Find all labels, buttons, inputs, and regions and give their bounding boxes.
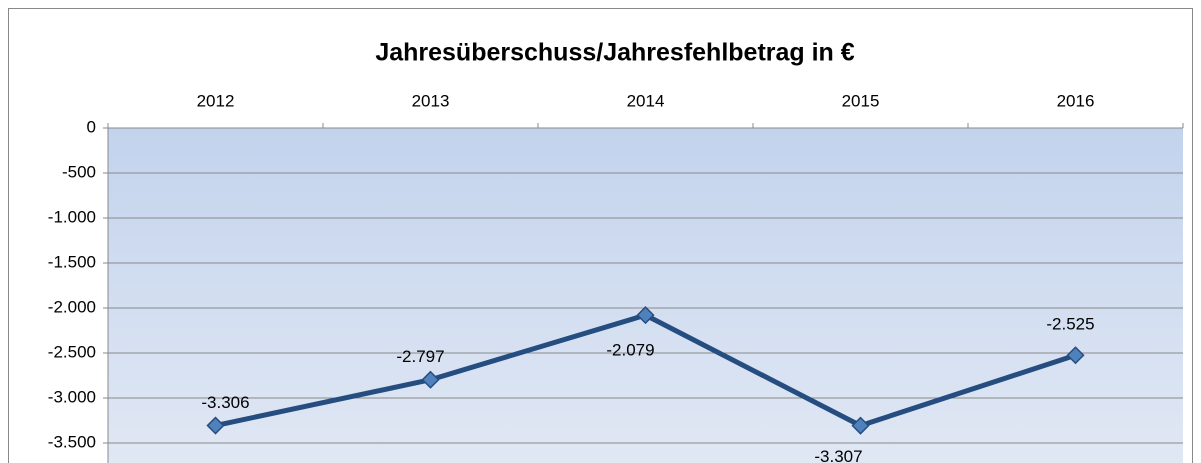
data-label: -2.079 bbox=[606, 341, 654, 360]
x-tick-label: 2015 bbox=[842, 91, 880, 110]
data-label: -3.306 bbox=[201, 393, 249, 412]
y-tick-label: -3.500 bbox=[48, 432, 96, 451]
marker bbox=[636, 306, 655, 325]
marker bbox=[206, 416, 225, 435]
x-tick-label: 2016 bbox=[1057, 91, 1095, 110]
y-tick-label: -3.000 bbox=[48, 387, 96, 406]
y-tick-label: 0 bbox=[87, 117, 96, 136]
data-label: -3.307 bbox=[814, 447, 862, 463]
y-tick-label: -500 bbox=[62, 162, 96, 181]
data-label: -2.525 bbox=[1046, 315, 1094, 334]
marker bbox=[1066, 346, 1085, 365]
x-tick-label: 2014 bbox=[627, 91, 665, 110]
plot-area bbox=[108, 128, 1183, 463]
chart-title: Jahresüberschuss/Jahresfehlbetrag in € bbox=[375, 39, 854, 67]
x-tick-label: 2012 bbox=[197, 91, 235, 110]
marker bbox=[421, 370, 440, 389]
x-tick-label: 2013 bbox=[412, 91, 450, 110]
y-tick-label: -1.500 bbox=[48, 252, 96, 271]
y-tick-label: -1.000 bbox=[48, 207, 96, 226]
data-label: -2.797 bbox=[396, 347, 444, 366]
y-tick-label: -2.500 bbox=[48, 342, 96, 361]
marker bbox=[851, 416, 870, 435]
y-tick-label: -2.000 bbox=[48, 297, 96, 316]
